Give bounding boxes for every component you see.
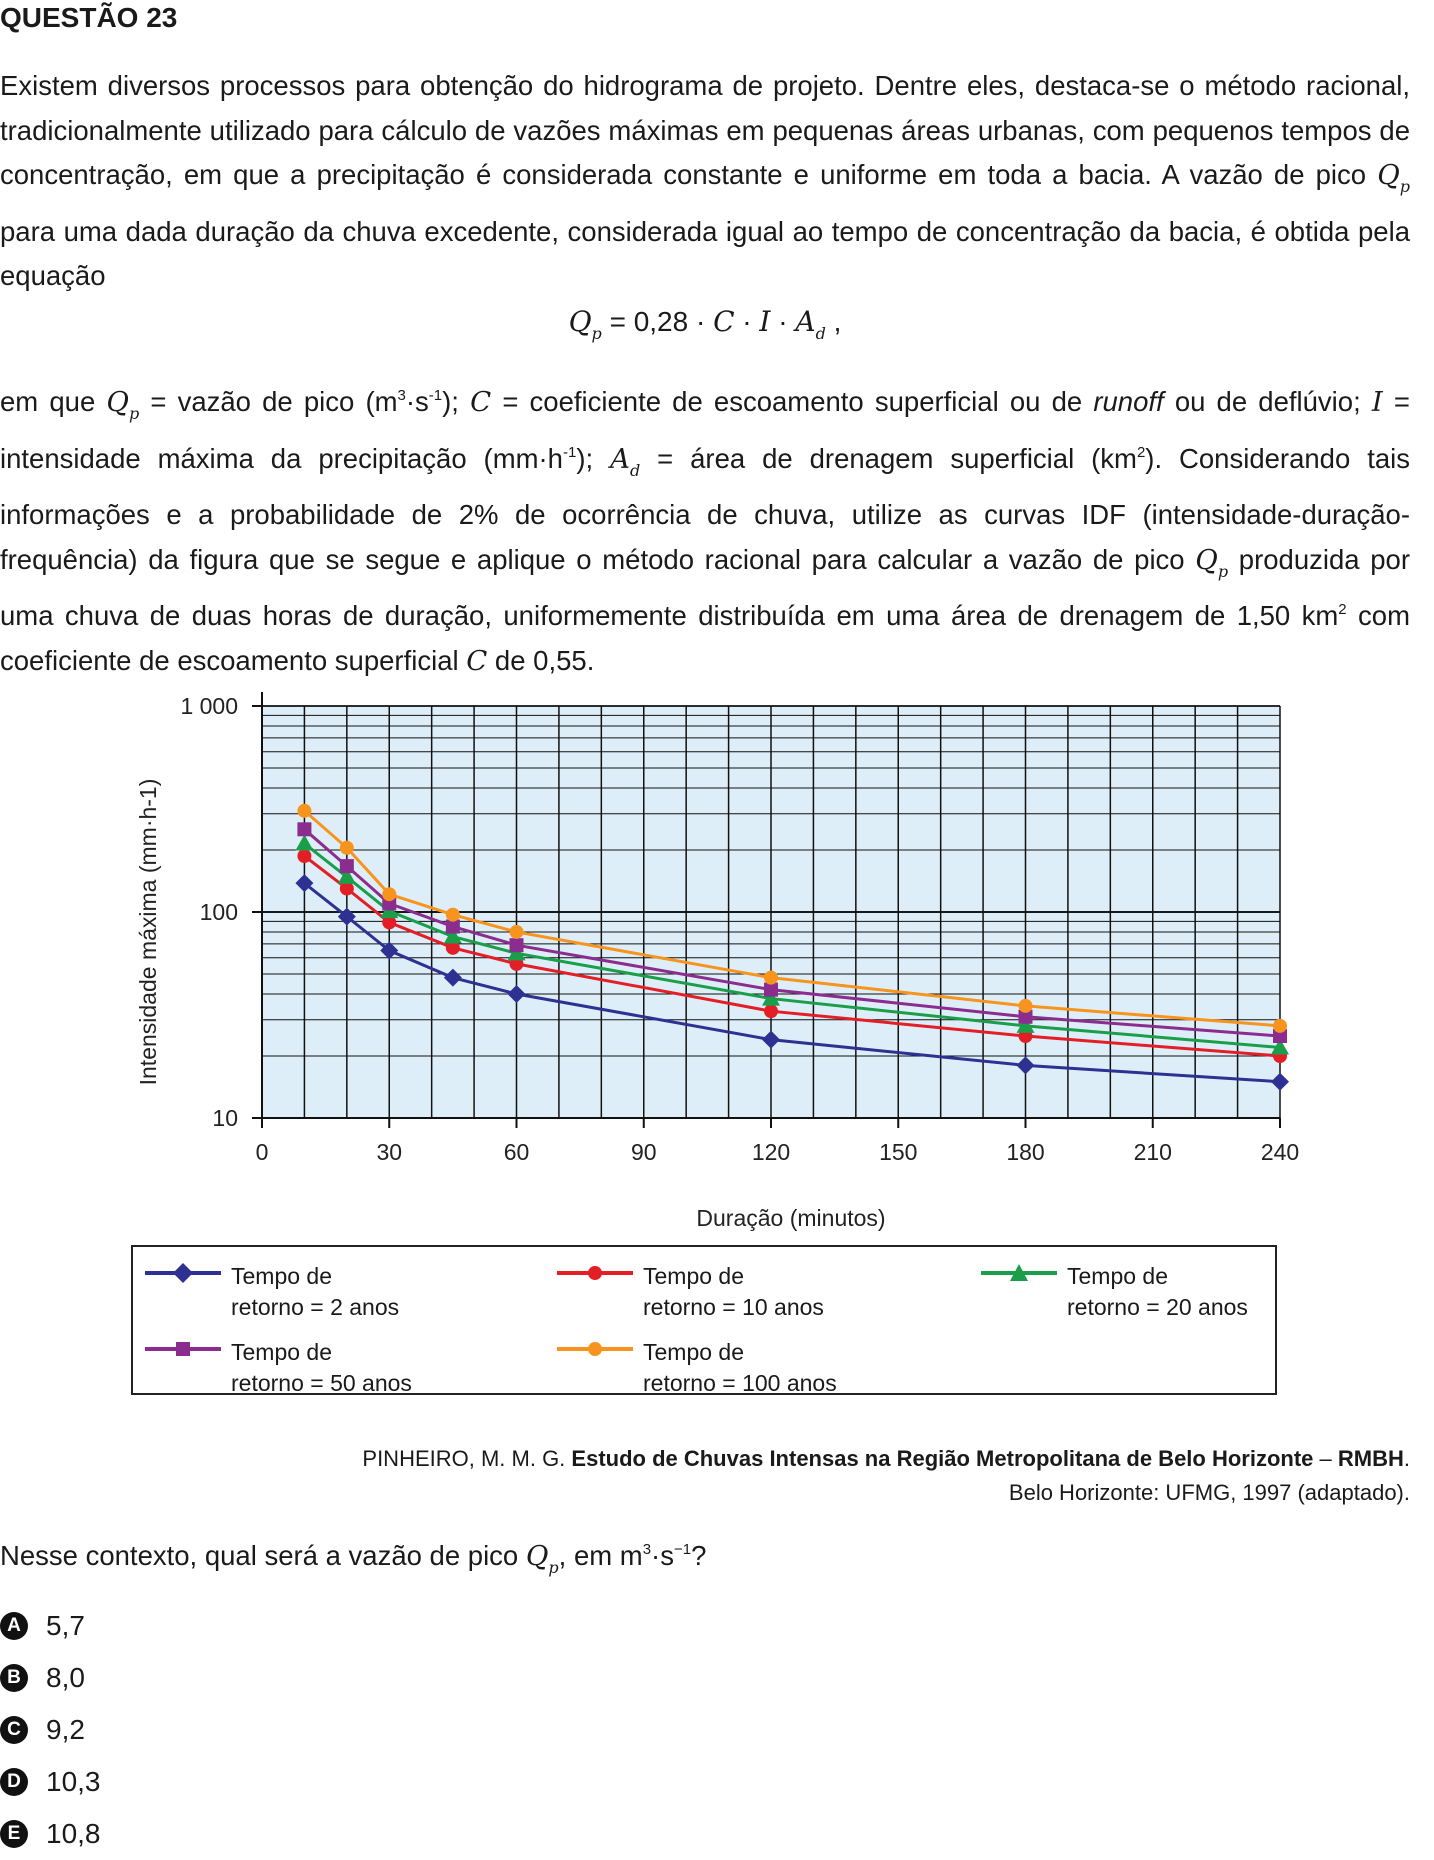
data-point-square (1018, 1009, 1033, 1024)
intro-paragraph: Existem diversos processos para obtenção… (0, 70, 1410, 292)
data-point-square (1273, 1029, 1287, 1044)
option-b[interactable]: B 8,0 (0, 1652, 101, 1704)
question-prompt: Nesse contexto, qual será a vazão de pic… (0, 1540, 707, 1577)
data-point-triangle (1016, 1016, 1035, 1033)
option-value: 5,7 (46, 1610, 85, 1641)
idf-chart: 0 30 60 90 120 150 180 210 240 10 100 1 000 Duração … (130, 672, 1310, 1237)
data-point-circle (297, 849, 312, 864)
x-tick-label: 210 (1134, 1139, 1172, 1165)
legend-label: Tempo de (643, 1339, 745, 1365)
legend-item-20-anos: Tempo de retorno = 20 anos (981, 1261, 1248, 1323)
data-point-circle (382, 915, 397, 930)
legend-swatch-100-anos (557, 1342, 633, 1356)
answer-options: A 5,7 B 8,0 C 9,2 D 10,3 E 10,8 (0, 1600, 101, 1860)
legend-label: Tempo de (1067, 1263, 1169, 1289)
option-letter: B (0, 1664, 28, 1692)
series-line (303, 828, 1281, 1038)
option-letter: A (0, 1612, 28, 1640)
data-point-square (764, 982, 778, 997)
option-e[interactable]: E 10,8 (0, 1808, 101, 1860)
legend-item-100-anos: Tempo de retorno = 100 anos (557, 1337, 837, 1399)
legend-swatch-2-anos (145, 1263, 221, 1283)
data-point-circle (764, 1004, 778, 1019)
legend-label: retorno = 10 anos (643, 1294, 824, 1320)
data-point-diamond (380, 941, 399, 960)
y-tick-label: 1 000 (180, 693, 238, 719)
data-point-triangle (762, 989, 780, 1006)
legend-label: retorno = 2 anos (231, 1294, 400, 1320)
data-point-diamond (1016, 1056, 1035, 1075)
data-point-circle (1273, 1018, 1287, 1033)
option-d[interactable]: D 10,3 (0, 1756, 101, 1808)
series-line (303, 809, 1281, 1028)
legend-label: retorno = 50 anos (231, 1370, 412, 1396)
option-value: 8,0 (46, 1662, 85, 1693)
data-point-square (339, 859, 354, 874)
legend-swatch-50-anos (145, 1342, 221, 1356)
data-point-triangle (443, 927, 462, 944)
y-tick-label: 10 (212, 1105, 238, 1131)
data-point-triangle (337, 867, 356, 884)
idf-chart-svg: 0 30 60 90 120 150 180 210 240 10 100 1 000 Duração … (135, 692, 1299, 1231)
data-point-diamond (443, 968, 462, 987)
legend-label: retorno = 100 anos (643, 1370, 837, 1396)
data-point-diamond (295, 874, 314, 893)
data-point-circle (382, 887, 397, 902)
legend-item-50-anos: Tempo de retorno = 50 anos (145, 1337, 412, 1399)
option-a[interactable]: A 5,7 (0, 1600, 101, 1652)
y-tick-label: 100 (200, 899, 238, 925)
option-value: 9,2 (46, 1714, 85, 1745)
option-letter: C (0, 1716, 28, 1744)
data-point-circle (339, 881, 354, 896)
option-value: 10,3 (46, 1766, 101, 1797)
x-tick-label: 60 (504, 1139, 530, 1165)
data-point-circle (764, 970, 778, 985)
series-line (303, 854, 1281, 1058)
x-tick-label: 120 (752, 1139, 790, 1165)
option-letter: D (0, 1768, 28, 1796)
option-value: 10,8 (46, 1818, 101, 1849)
x-tick-label: 180 (1006, 1139, 1044, 1165)
data-point-circle (339, 840, 354, 855)
legend-label: Tempo de (643, 1263, 745, 1289)
data-point-diamond (762, 1030, 780, 1049)
x-tick-label: 30 (376, 1139, 402, 1165)
legend-label: Tempo de (231, 1339, 333, 1365)
data-point-triangle (295, 834, 314, 851)
legend-swatch-20-anos (981, 1264, 1057, 1281)
data-point-square (297, 822, 312, 837)
legend-label: retorno = 20 anos (1067, 1294, 1248, 1320)
definitions-paragraph: em que Qp = vazão de pico (m3·s-1); C = … (0, 386, 1410, 677)
data-point-square (509, 938, 524, 953)
x-tick-label: 90 (631, 1139, 657, 1165)
chart-legend: Tempo de retorno = 2 anos Tempo de retorno… (131, 1245, 1277, 1396)
y-axis-label: Intensidade máxima (mm·h-1) (135, 779, 161, 1086)
data-point-circle (297, 803, 312, 818)
data-point-circle (1018, 998, 1033, 1013)
series-line (303, 882, 1281, 1084)
data-point-diamond (1271, 1072, 1289, 1091)
x-tick-label: 240 (1261, 1139, 1299, 1165)
legend-label: Tempo de (231, 1263, 333, 1289)
legend-item-10-anos: Tempo de retorno = 10 anos (557, 1261, 824, 1323)
data-point-circle (509, 924, 524, 939)
option-c[interactable]: C 9,2 (0, 1704, 101, 1756)
x-tick-label: 0 (256, 1139, 269, 1165)
legend-swatch-10-anos (557, 1266, 633, 1280)
data-point-square (445, 919, 460, 934)
data-point-triangle (507, 944, 526, 961)
data-point-circle (509, 956, 524, 971)
data-point-diamond (507, 984, 526, 1003)
equation: Qp = 0,28 · C · I · Ad , (568, 305, 842, 343)
data-point-circle (445, 907, 460, 922)
x-tick-label: 150 (879, 1139, 917, 1165)
x-axis-label: Duração (minutos) (696, 1205, 885, 1231)
data-point-circle (445, 940, 460, 955)
data-point-diamond (337, 907, 356, 926)
source-citation: PINHEIRO, M. M. G. Estudo de Chuvas Inte… (362, 1446, 1410, 1505)
question-title: QUESTÃO 23 (0, 2, 178, 33)
legend-item-2-anos: Tempo de retorno = 2 anos (145, 1261, 399, 1323)
data-point-triangle (1271, 1038, 1289, 1055)
option-letter: E (0, 1820, 28, 1848)
